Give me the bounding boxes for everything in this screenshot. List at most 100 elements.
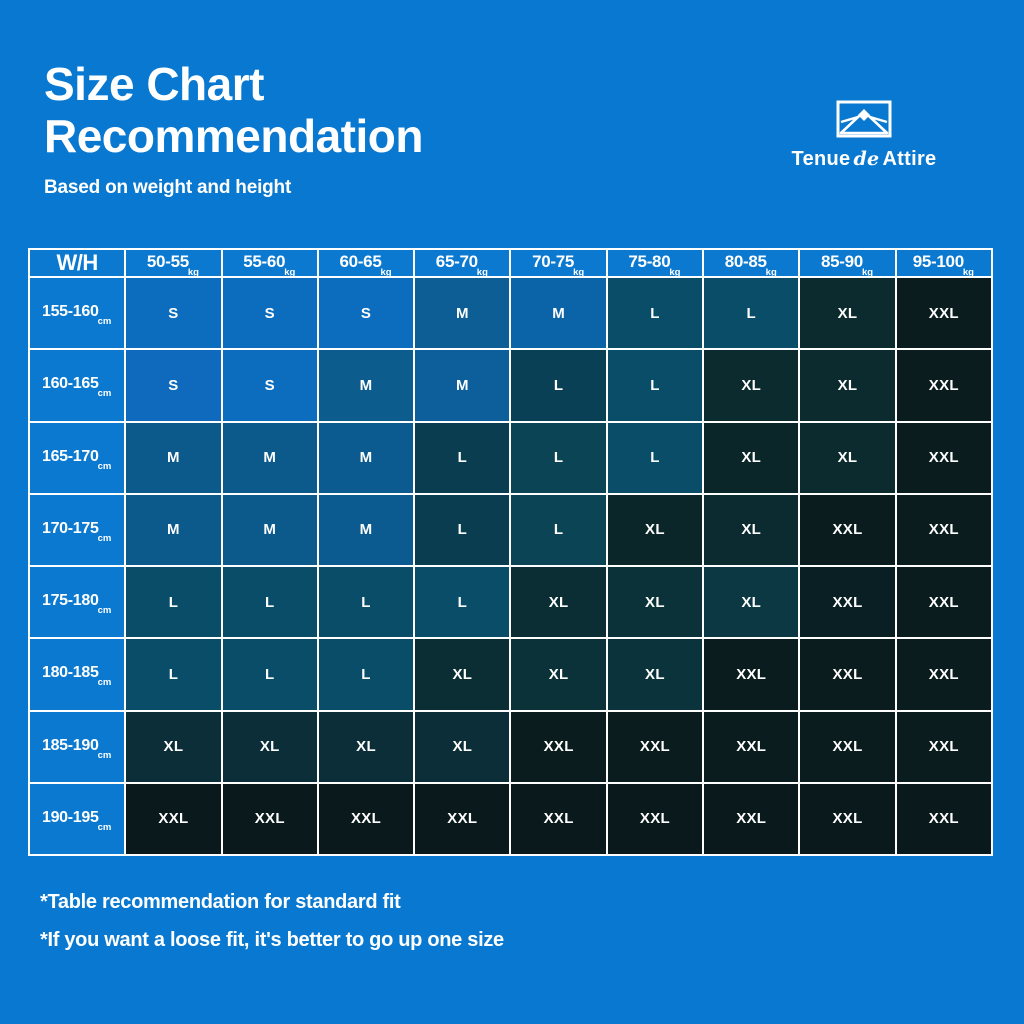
size-cell: S (222, 350, 317, 421)
size-cell-value: S (360, 304, 372, 322)
footnotes: *Table recommendation for standard fit *… (40, 892, 940, 968)
size-cell: M (126, 422, 221, 493)
table-body: 155-160cm S S S M M L L XL XXL 160-165cm S S M M L L XL XL… (30, 278, 991, 854)
size-cell-value: M (359, 376, 373, 394)
size-cell-value: XL (837, 304, 858, 322)
size-cell: S (222, 278, 317, 349)
size-cell: XL (800, 422, 895, 493)
column-header-weight-50-55: 50-55kg (126, 250, 221, 279)
column-header-label: 75-80 (628, 251, 671, 271)
column-header-weight-55-60: 55-60kg (222, 250, 317, 278)
size-cell: XL (318, 711, 414, 782)
size-cell: M (318, 350, 414, 421)
size-cell: XXL (415, 783, 510, 854)
size-cell-value: M (359, 449, 373, 467)
size-cell-value: L (650, 304, 660, 322)
size-cell: L (222, 567, 317, 638)
column-header-unit: kg (187, 267, 199, 279)
size-cell-value: XL (548, 665, 569, 683)
size-cell: M (126, 494, 221, 565)
row-header-label: 190-195 (41, 808, 99, 826)
row-header-label: 160-165 (41, 375, 99, 393)
size-cell-value: XL (741, 521, 762, 539)
size-cell-value: XL (163, 738, 184, 756)
size-cell: XXL (511, 783, 606, 854)
size-cell: XL (511, 639, 606, 710)
size-cell-value: XL (259, 738, 280, 756)
size-cell: XL (704, 350, 799, 421)
page-title-line-1: Size Chart (44, 58, 264, 110)
table-row: 180-185cm L L L XL XL XL XXL XXL XXL (30, 639, 991, 710)
size-cell-value: XXL (543, 810, 574, 828)
row-header-height-155-160: 155-160cm (30, 278, 125, 349)
size-cell: L (126, 639, 221, 710)
size-cell: L (607, 278, 703, 349)
row-header-height-160-165: 160-165cm (30, 350, 125, 421)
table-row: 170-175cm M M M L L XL XL XXL XXL (30, 494, 991, 565)
column-header-label: 60-65 (339, 251, 382, 271)
column-header-label: 50-55 (146, 251, 189, 271)
size-cell-value: M (455, 376, 469, 394)
size-cell: L (511, 350, 606, 421)
size-cell-value: M (455, 304, 469, 322)
size-cell: XXL (896, 567, 991, 638)
size-cell-value: L (650, 449, 660, 467)
size-cell-value: XL (645, 665, 665, 683)
size-cell-value: XL (645, 593, 665, 611)
size-cell: M (415, 350, 510, 421)
size-cell-value: XL (548, 593, 569, 611)
size-cell: XL (126, 711, 221, 782)
row-header-unit: cm (97, 677, 112, 689)
row-header-unit: cm (97, 532, 112, 544)
size-cell: XXL (318, 783, 414, 854)
size-cell: M (222, 494, 317, 565)
size-cell: XXL (607, 783, 703, 854)
size-cell: XL (222, 711, 317, 782)
size-cell-value: XXL (736, 738, 767, 756)
size-cell: XXL (126, 783, 221, 854)
size-cell: XL (704, 494, 799, 565)
size-cell: XXL (704, 711, 799, 782)
size-cell-value: XXL (832, 810, 863, 828)
page-header: Size Chart Recommendation Based on weigh… (44, 58, 984, 218)
size-cell: XXL (511, 711, 606, 782)
brand-word-attire: Attire (882, 148, 937, 170)
size-cell: XL (704, 422, 799, 493)
size-cell: XL (704, 567, 799, 638)
size-cell: L (415, 567, 510, 638)
size-cell-value: XXL (639, 738, 670, 756)
table-header: W/H 50-55kg 55-60kg 60-65kg 65-70kg 70-75kg 7… (30, 250, 991, 279)
row-header-label: 155-160 (41, 303, 99, 321)
size-cell: L (704, 278, 799, 349)
row-header-unit: cm (97, 388, 112, 400)
size-cell-value: XXL (543, 738, 574, 756)
size-cell-value: S (168, 304, 179, 322)
size-cell: XXL (704, 639, 799, 710)
size-cell: XXL (800, 567, 895, 638)
row-header-label: 180-185 (41, 664, 99, 682)
size-cell-value: XXL (928, 738, 959, 756)
size-cell-value: L (265, 593, 275, 611)
brand-logo: Tenue de Attire (744, 100, 984, 171)
table-row: 165-170cm M M M L L L XL XL XXL (30, 422, 991, 493)
row-header-unit: cm (97, 749, 112, 761)
size-cell: L (415, 422, 510, 493)
size-cell: XL (415, 711, 510, 782)
size-cell-value: XXL (928, 593, 959, 611)
size-cell-value: XXL (928, 376, 959, 394)
row-header-unit: cm (97, 316, 112, 328)
size-cell-value: L (553, 376, 564, 394)
column-header-unit: kg (669, 267, 681, 279)
size-cell-value: XL (741, 593, 762, 611)
size-cell: XL (511, 567, 606, 638)
size-cell-value: XL (741, 449, 762, 467)
size-cell: XXL (704, 783, 799, 854)
table-row: 185-190cm XL XL XL XL XXL XXL XXL XXL XXL (30, 711, 991, 782)
row-header-unit: cm (97, 605, 112, 617)
row-header-label: 185-190 (41, 736, 99, 754)
size-cell-value: XXL (736, 665, 767, 683)
size-cell: XXL (800, 639, 895, 710)
row-header-label: 165-170 (41, 447, 99, 465)
title-block: Size Chart Recommendation Based on weigh… (44, 58, 664, 199)
size-cell: XXL (896, 494, 991, 565)
